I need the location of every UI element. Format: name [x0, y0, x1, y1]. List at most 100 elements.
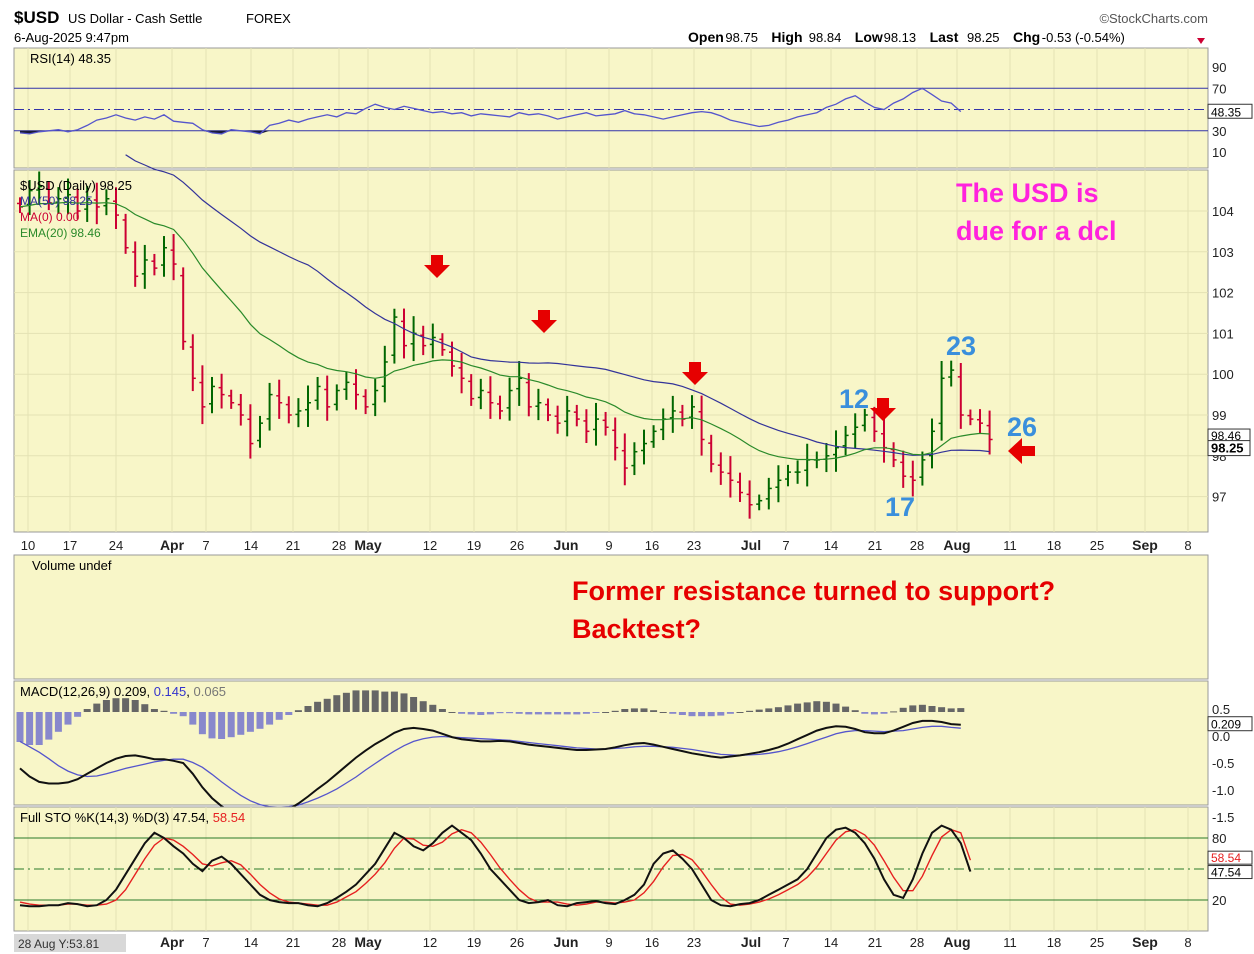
macd-hist-bar: [26, 712, 34, 745]
rsi-line: [19, 87, 962, 135]
ohlc-bar: [929, 418, 935, 469]
macd-panel: MACD(12,26,9) 0.209, 0.145, 0.065 0.5 0.0…: [13, 680, 1253, 825]
date-tick: 28: [332, 538, 346, 553]
date-tick: 12: [423, 538, 437, 553]
ohlc-bar: [305, 385, 311, 427]
ohlc-bar: [621, 433, 628, 486]
ma0-legend: MA(0) 0.00: [20, 210, 80, 224]
ohlc-bar: [266, 382, 273, 431]
ohlc-bar: [468, 374, 475, 406]
cycle-label-12: 12: [839, 384, 869, 414]
ohlc-bar: [189, 334, 196, 392]
date-tick: 11: [1003, 538, 1017, 553]
macd-hist-bar: [486, 712, 494, 715]
macd-hist-bar: [563, 712, 571, 715]
ma50-line: [125, 154, 990, 456]
macd-hist-bar: [410, 697, 418, 712]
cycle-label-17: 17: [885, 492, 915, 522]
date-tick: 9: [605, 538, 612, 553]
ohlc-readout: Open 98.75 High 98.84 Low 98.13 Last 98.25 Chg -0…: [688, 29, 1205, 45]
macd-tick: -0.5: [1212, 756, 1234, 771]
macd-signal-line: [19, 725, 961, 808]
ohlc-bar: [276, 379, 283, 419]
date-tick: 21: [868, 935, 882, 950]
ohlc-bar: [161, 236, 167, 277]
date-tick: 14: [244, 538, 258, 553]
date-tick: 24: [109, 538, 123, 553]
date-tick: 7: [782, 538, 789, 553]
macd-hist-bar: [794, 703, 802, 712]
macd-hist-bar: [237, 712, 245, 735]
ohlc-bar: [237, 394, 244, 426]
ohlc-bar: [497, 395, 503, 420]
macd-hist-bar: [390, 691, 398, 712]
ohlc-bar: [132, 241, 139, 287]
volume-panel: Volume undef Former resistance turned to…: [13, 554, 1209, 680]
symbol: $USD: [14, 8, 59, 27]
macd-hist-bar: [774, 707, 782, 712]
macd-hist-bar: [842, 706, 850, 712]
ohlc-bar: [439, 333, 446, 356]
ohlc-bar: [554, 405, 561, 434]
cycle-label-23: 23: [946, 331, 976, 361]
ohlc-bar: [487, 376, 494, 419]
macd-hist-bar: [851, 710, 859, 712]
annotation-backtest: Backtest?: [572, 614, 701, 644]
ohlc-label-open: Open: [688, 29, 724, 45]
date-tick: 7: [782, 935, 789, 950]
macd-hist-bar: [861, 712, 869, 714]
macd-hist-bar: [669, 712, 677, 714]
ohlc-bar: [545, 398, 551, 422]
date-tick: Apr: [160, 934, 185, 950]
ohlc-bar: [506, 377, 513, 421]
macd-hist-bar: [554, 712, 562, 715]
sto-k-last-box: [1207, 865, 1253, 880]
macd-hist-bar: [678, 712, 686, 715]
ohlc-bar: [391, 308, 398, 364]
macd-hist-bar: [208, 712, 216, 739]
ohlc-bar: [477, 378, 484, 410]
ohlc-bar: [717, 452, 724, 485]
macd-hist-bar: [870, 712, 878, 715]
macd-hist-bar: [688, 712, 696, 717]
macd-hist-bar: [218, 712, 226, 739]
macd-hist-bar: [698, 712, 706, 717]
chart-header: $USD US Dollar - Cash Settle FOREX ©Stoc…: [14, 8, 1208, 45]
exchange: FOREX: [246, 11, 291, 26]
macd-hist-bar: [150, 709, 158, 712]
ohlc-bar: [573, 404, 580, 427]
macd-hist-bar: [822, 701, 830, 712]
macd-hist-bar: [141, 704, 149, 712]
volume-label: Volume undef: [32, 558, 112, 573]
date-tick: 23: [687, 538, 701, 553]
annotation-usd-2: due for a dcl: [956, 216, 1117, 246]
ohlc-bar: [84, 185, 91, 222]
red-arrows: [424, 255, 1035, 464]
date-tick: 18: [1047, 935, 1061, 950]
date-tick: 8: [1184, 935, 1191, 950]
macd-hist-bar: [765, 708, 773, 712]
date-tick: Sep: [1132, 537, 1158, 553]
rsi-tick: 30: [1212, 124, 1226, 139]
price-label: $USD (Daily) 98.25: [20, 178, 132, 193]
date-tick: 16: [645, 538, 659, 553]
left-arrow-icon: [1008, 438, 1035, 464]
ohlc-bar: [871, 406, 878, 442]
macd-hist-bar: [400, 693, 408, 712]
ohlc-bar: [794, 460, 801, 484]
volume-panel-bg: [13, 554, 1209, 680]
macd-hist-bar: [362, 690, 370, 712]
macd-hist-bar: [467, 712, 475, 715]
date-tick: 9: [605, 935, 612, 950]
ohlc-value-low: 98.13: [884, 30, 917, 45]
ohlc-bar: [641, 429, 647, 465]
macd-hist-bar: [45, 712, 53, 740]
ohlc-bar: [122, 213, 129, 254]
cycle-label-26: 26: [1007, 412, 1037, 442]
date-tick: 26: [510, 538, 524, 553]
ohlc-bars: [17, 171, 993, 519]
ohlc-bar: [295, 398, 302, 428]
ohlc-bar: [285, 396, 292, 424]
